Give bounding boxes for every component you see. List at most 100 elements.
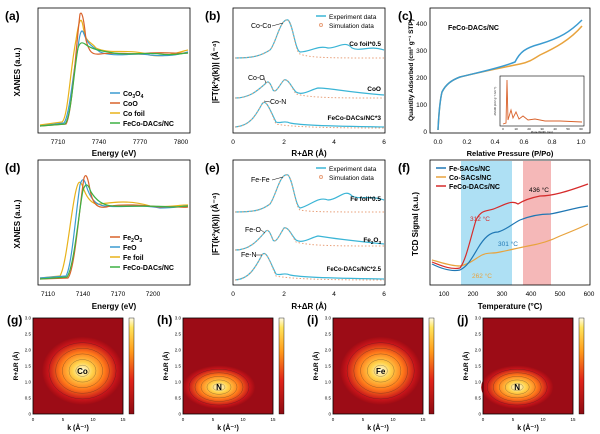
legend: Fe-SACs/NC Co-SACs/NC FeCo-DACs/NC bbox=[436, 166, 500, 191]
panel-e: (e) |FT(k²χ(k))| (Å⁻⁴) R+ΔR (Å) 0 2 4 6 … bbox=[205, 159, 386, 311]
y-axis-label: XANES (a.u.) bbox=[13, 199, 22, 248]
plot-frame bbox=[482, 317, 574, 415]
legend-label: FeO bbox=[123, 245, 137, 252]
plot-frame bbox=[32, 317, 124, 415]
y-tick-label: 1.0 bbox=[175, 380, 182, 385]
x-tick-label: 0.6 bbox=[519, 139, 528, 146]
y-tick-label: 3.0 bbox=[175, 316, 182, 321]
series-line-experiment bbox=[234, 79, 385, 99]
x-tick-label: 15 bbox=[270, 417, 276, 422]
y-axis-label: |FT(k²χ(k))| (Å⁻⁴) bbox=[211, 40, 220, 103]
contour-line bbox=[55, 348, 110, 394]
colorbar bbox=[578, 317, 585, 415]
series-line-experiment bbox=[234, 174, 385, 213]
offset-label: O bbox=[373, 237, 378, 244]
x-axis-label: R+ΔR (Å) bbox=[291, 302, 327, 311]
x-tick-label: 7740 bbox=[92, 139, 107, 146]
contour-line bbox=[48, 342, 117, 400]
plot-frame bbox=[332, 317, 424, 415]
y-tick-label: 400 bbox=[416, 21, 427, 28]
y-tick-label: 1.5 bbox=[325, 364, 332, 369]
x-axis-label: k (Å⁻¹) bbox=[67, 423, 89, 432]
panel-label: (d) bbox=[5, 161, 20, 175]
x-tick-label: 5 bbox=[362, 417, 365, 422]
y-tick-label: 2.0 bbox=[325, 348, 332, 353]
y-tick-label: 1.0 bbox=[475, 380, 482, 385]
x-tick-label: 10 bbox=[540, 417, 546, 422]
panel-label: (c) bbox=[398, 9, 413, 23]
x-tick-label: 200 bbox=[468, 291, 479, 298]
series-line-feco-dacs bbox=[39, 42, 189, 127]
legend-label: Fe bbox=[123, 235, 131, 242]
x-tick-label: 7110 bbox=[41, 291, 55, 298]
contour-line bbox=[68, 359, 97, 383]
y-tick-label: 0 bbox=[478, 412, 481, 417]
legend-label: FeCo-DACs/NC bbox=[123, 121, 174, 128]
y-tick-label: 1.0 bbox=[25, 380, 32, 385]
series-line-experiment bbox=[234, 101, 385, 128]
contour-line bbox=[373, 364, 388, 377]
x-tick-label: 5 bbox=[62, 417, 65, 422]
contour-line bbox=[511, 383, 524, 391]
contour-line bbox=[346, 342, 415, 400]
annotation-pointer bbox=[271, 22, 284, 27]
x-tick-label: 0 bbox=[182, 417, 185, 422]
panel-c: (c) Quantity Adsorbed (cm³ g⁻¹ STP) Rela… bbox=[398, 7, 591, 158]
x-tick-label: 0.8 bbox=[547, 139, 556, 146]
series-line-feco-dacs bbox=[39, 184, 189, 280]
x-tick-label: 0 bbox=[482, 417, 485, 422]
x-tick-label: 7170 bbox=[111, 291, 126, 298]
series-line-simulation bbox=[234, 102, 385, 129]
offset-label: FeCo-DACs/NC*3 bbox=[328, 115, 382, 122]
heatmap-hotspot bbox=[340, 337, 422, 405]
legend-label: FeCo-DACs/NC bbox=[449, 184, 500, 191]
y-tick-label: 0.5 bbox=[175, 396, 182, 401]
series-line-coo bbox=[39, 12, 189, 127]
series-line-co3o4 bbox=[39, 30, 189, 127]
x-tick-label: 100 bbox=[439, 291, 450, 298]
panel-b: (b) |FT(k²χ(k))| (Å⁻⁴) R+ΔR (Å) 0 2 4 6 … bbox=[205, 7, 386, 158]
y-axis-label: Quantity Adsorbed (cm³ g⁻¹ STP) bbox=[408, 19, 415, 121]
panel-label: (a) bbox=[5, 9, 20, 23]
center-label: N bbox=[216, 383, 222, 392]
plot-frame bbox=[37, 7, 191, 134]
center-label: N bbox=[514, 383, 520, 392]
inset-x-tick-label: 60 bbox=[579, 127, 583, 131]
series-line-fe-foil bbox=[39, 181, 189, 279]
y-tick-label: 1.5 bbox=[25, 364, 32, 369]
y-axis-label: TCD Signal (a.u.) bbox=[411, 192, 420, 256]
x-tick-label: 0 bbox=[332, 417, 335, 422]
legend-label: Experiment data bbox=[329, 14, 377, 21]
legend-label: Co-SACs/NC bbox=[449, 175, 491, 182]
panel-label: (b) bbox=[205, 9, 220, 23]
contour-line bbox=[188, 368, 250, 406]
contour-line bbox=[353, 348, 408, 394]
x-tick-label: 5 bbox=[212, 417, 215, 422]
x-tick-label: 2 bbox=[282, 291, 286, 298]
offset-label-subscript: 3 bbox=[378, 240, 381, 245]
x-tick-label: 400 bbox=[526, 291, 537, 298]
y-tick-label: 3.0 bbox=[475, 316, 482, 321]
inset-x-tick-label: 40 bbox=[553, 127, 557, 131]
highlight-band-blue bbox=[461, 161, 512, 285]
x-axis-label: R+ΔR (Å) bbox=[291, 149, 327, 158]
panel-a: (a) XANES (a.u.) Energy (eV) 7710 7740 7… bbox=[5, 7, 191, 158]
contour-line bbox=[367, 359, 395, 383]
series-line-co-foil bbox=[39, 19, 189, 126]
y-tick-label: 0 bbox=[178, 412, 181, 417]
contour-line bbox=[487, 368, 548, 406]
legend-label: Simulation data bbox=[329, 175, 374, 182]
legend-label-subscript: 3 bbox=[132, 94, 135, 100]
legend-label: Fe-SACs/NC bbox=[449, 166, 490, 173]
panel-label: (e) bbox=[205, 161, 220, 175]
series-line-co-sacs bbox=[431, 223, 589, 267]
x-tick-label: 4 bbox=[332, 139, 336, 146]
panel-f: (f) TCD Signal (a.u.) Temperature (°C) 1… bbox=[398, 159, 595, 311]
offset-label: Fe bbox=[363, 237, 371, 244]
y-tick-label: 2.5 bbox=[475, 332, 482, 337]
legend-swatch bbox=[319, 23, 323, 27]
legend: Experiment data Simulation data bbox=[316, 14, 377, 30]
annotation: 436 °C bbox=[529, 186, 549, 194]
colorbar bbox=[428, 317, 435, 415]
center-label: Fe bbox=[376, 367, 386, 376]
